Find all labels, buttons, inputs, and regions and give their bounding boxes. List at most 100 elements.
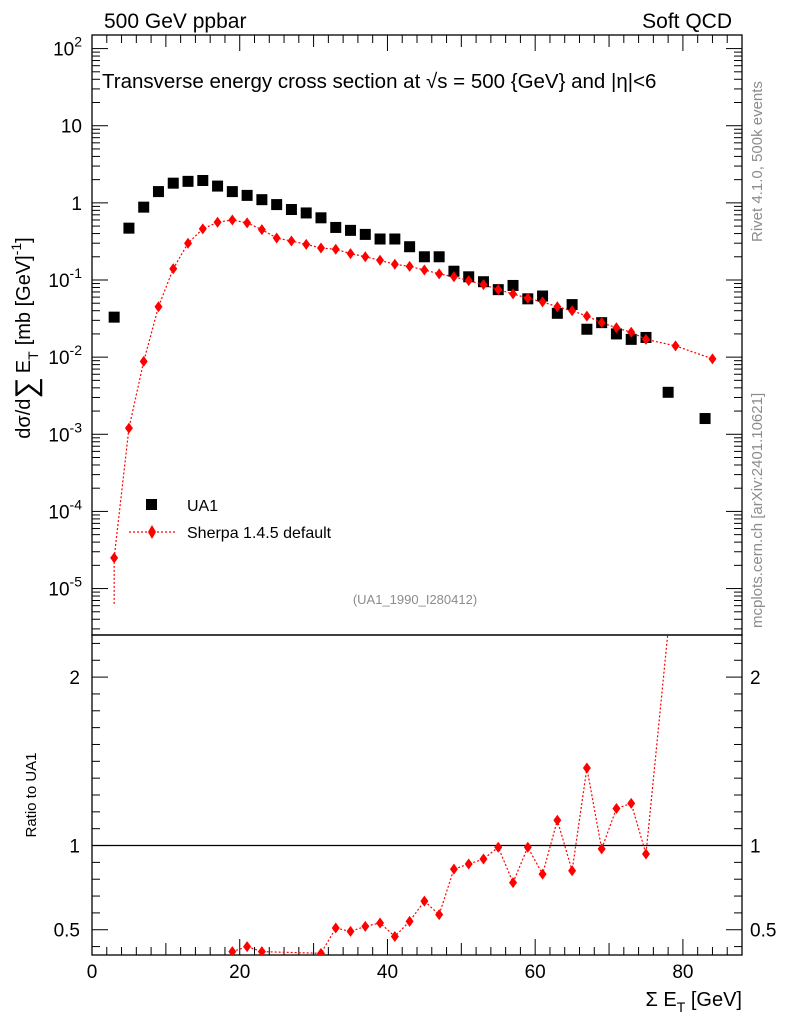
header-left: 500 GeV ppbar — [104, 10, 246, 33]
sherpa-data-point — [331, 243, 340, 255]
main-y-tick-label: 10-3 — [48, 419, 82, 446]
ua1-data-point — [315, 212, 327, 224]
legend-ua1-label: UA1 — [187, 498, 218, 515]
main-y-axis-label: dσ/d∑ET[mb [GeV]-1] — [8, 237, 43, 439]
sherpa-data-point — [361, 251, 370, 263]
sherpa-data-point — [641, 333, 650, 345]
sherpa-data-point — [464, 275, 473, 287]
chart-title: Transverse energy cross section at √s = … — [102, 70, 656, 93]
ratio-y-tick-label-left: 0.5 — [54, 921, 80, 942]
ua1-data-point — [300, 207, 312, 219]
ua1-data-point — [418, 251, 430, 263]
x-tick-label: 0 — [87, 962, 98, 983]
sherpa-line — [113, 219, 713, 558]
ratio-y-tick-label-right: 0.5 — [750, 921, 776, 942]
ratio-data-point — [361, 920, 370, 932]
ratio-data-point — [641, 848, 650, 860]
ratio-data-point — [346, 925, 355, 937]
ua1-data-point — [123, 222, 135, 234]
ratio-axis-ticks — [92, 642, 742, 948]
sherpa-data-point — [627, 326, 636, 338]
ua1-data-point — [433, 251, 445, 263]
ratio-data-point — [420, 895, 429, 907]
sherpa-data-point — [494, 284, 503, 296]
ratio-y-tick-label-right: 2 — [750, 668, 761, 689]
ua1-data-point — [359, 228, 371, 240]
sherpa-data-point — [420, 264, 429, 276]
sherpa-data-point — [582, 310, 591, 322]
ua1-data-point — [212, 180, 224, 192]
ua1-data-point — [374, 233, 386, 245]
ratio-data-point — [390, 930, 399, 942]
ratio-data-point — [405, 915, 414, 927]
ua1-data-point — [226, 186, 238, 198]
sherpa-data-point — [154, 301, 163, 313]
ua1-data-point — [285, 204, 297, 216]
sherpa-data-point — [302, 238, 311, 250]
ua1-data-point — [241, 189, 253, 201]
legend-ua1-marker — [146, 499, 157, 510]
main-y-tick-label: 1 — [71, 194, 82, 215]
ratio-data-point — [228, 946, 237, 955]
ua1-data-point — [566, 299, 578, 311]
ratio-data-point — [376, 917, 385, 929]
legend: UA1 Sherpa 1.4.5 default — [129, 498, 332, 542]
sherpa-data-point — [316, 242, 325, 254]
main-y-tick-label: 10-4 — [48, 496, 82, 523]
side-rivet-label: Rivet 4.1.0, 500k events — [749, 81, 766, 242]
ratio-plot-frame — [91, 634, 743, 956]
main-y-tick-label: 10 — [61, 117, 82, 138]
x-tick-label: 20 — [229, 962, 250, 983]
ua1-data-point — [330, 221, 342, 233]
ratio-series-layer — [228, 635, 669, 955]
main-y-tick-label: 10-2 — [48, 342, 82, 369]
ratio-data-point — [257, 946, 266, 955]
ua1-data-point — [345, 224, 357, 236]
sherpa-data-point — [110, 552, 119, 564]
sherpa-data-point — [184, 237, 193, 249]
ratio-data-point — [435, 909, 444, 921]
sherpa-data-point — [435, 268, 444, 280]
ratio-y-tick-label-left: 1 — [69, 837, 80, 858]
x-tick-label: 80 — [672, 962, 693, 983]
sherpa-data-point — [671, 340, 680, 352]
ua1-data-point — [625, 333, 637, 345]
ua1-data-point — [152, 186, 164, 198]
ratio-data-point — [331, 922, 340, 934]
sherpa-data-point — [449, 271, 458, 283]
sherpa-data-point — [405, 260, 414, 272]
sherpa-data-point — [509, 288, 518, 300]
ratio-data-point — [612, 802, 621, 814]
sherpa-data-point — [568, 305, 577, 317]
sherpa-data-point — [169, 263, 178, 275]
sherpa-data-point — [390, 258, 399, 270]
sherpa-data-point — [553, 301, 562, 313]
sherpa-data-point — [708, 353, 717, 365]
sherpa-data-point — [479, 279, 488, 291]
sherpa-data-point — [124, 422, 133, 434]
main-axis-ticks — [91, 35, 743, 955]
x-tick-label: 40 — [377, 962, 398, 983]
sherpa-data-point — [228, 214, 237, 226]
ua1-data-point — [138, 201, 150, 213]
side-mcplots-label: mcplots.cern.ch [arXiv:2401.10621] — [749, 393, 766, 628]
sherpa-data-point — [523, 292, 532, 304]
ratio-line — [232, 635, 669, 954]
sherpa-data-point — [213, 216, 222, 228]
sherpa-data-point — [257, 224, 266, 236]
main-series-layer — [108, 174, 717, 606]
ratio-y-tick-label-right: 1 — [750, 837, 761, 858]
sherpa-data-point — [538, 296, 547, 308]
ratio-data-point — [538, 868, 547, 880]
sherpa-data-point — [139, 355, 148, 367]
ratio-data-point — [627, 797, 636, 809]
ua1-data-point — [167, 177, 179, 189]
ua1-data-point — [662, 386, 674, 398]
analysis-id-watermark: (UA1_1990_I280412) — [353, 592, 477, 607]
ratio-data-point — [243, 941, 252, 953]
ua1-data-point — [271, 199, 283, 211]
ratio-data-point — [568, 865, 577, 877]
legend-sherpa-label: Sherpa 1.4.5 default — [187, 525, 332, 542]
ratio-data-point — [464, 858, 473, 870]
